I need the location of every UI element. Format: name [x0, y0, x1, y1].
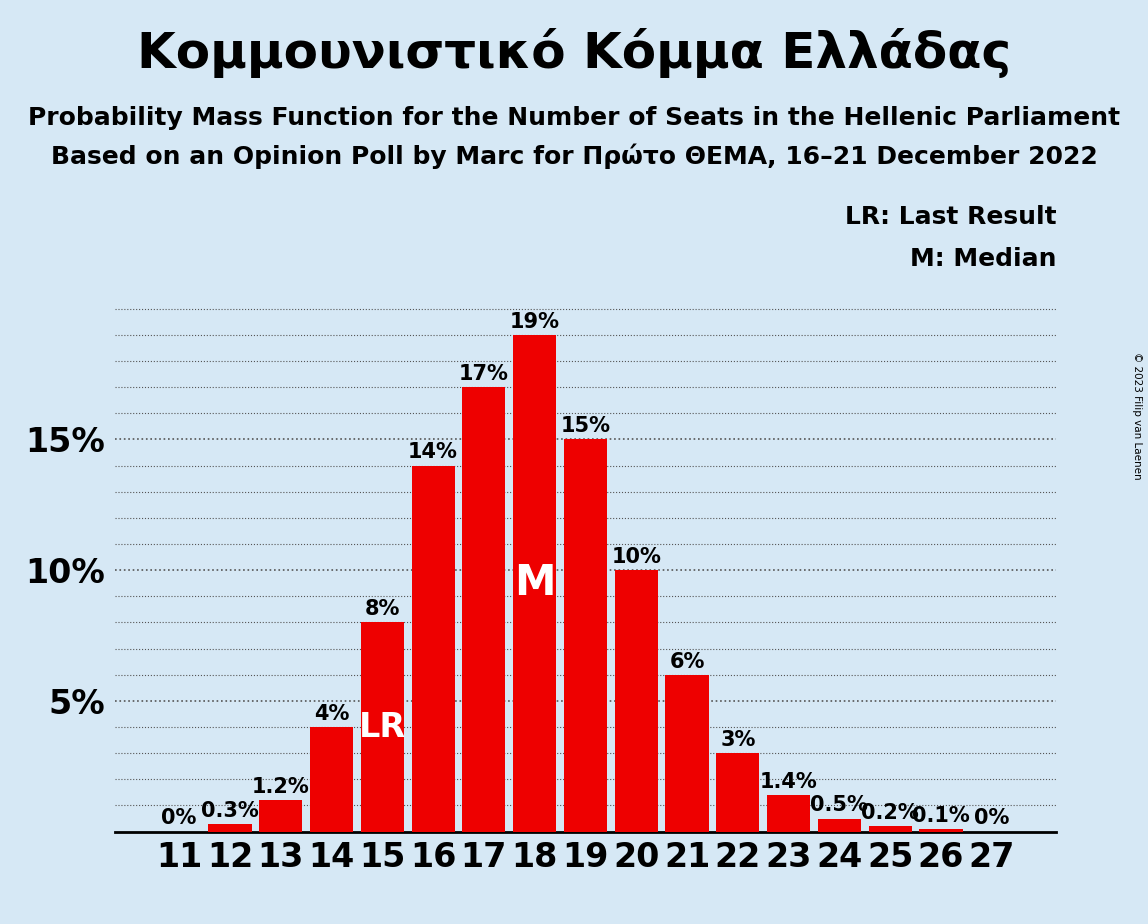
Bar	[767, 795, 810, 832]
Text: 10%: 10%	[612, 547, 661, 567]
Text: 3%: 3%	[720, 730, 755, 750]
Text: 0.5%: 0.5%	[810, 796, 868, 815]
Text: 1.2%: 1.2%	[251, 777, 310, 797]
Text: 19%: 19%	[510, 311, 560, 332]
Text: Κομμουνιστικό Κόμμα Ελλάδας: Κομμουνιστικό Κόμμα Ελλάδας	[137, 28, 1011, 78]
Text: 0%: 0%	[975, 808, 1009, 829]
Bar	[920, 829, 962, 832]
Bar	[614, 570, 658, 832]
Text: M: Median: M: Median	[909, 248, 1056, 272]
Text: LR: LR	[359, 711, 406, 744]
Bar	[310, 727, 354, 832]
Text: 0.3%: 0.3%	[201, 800, 258, 821]
Text: 6%: 6%	[669, 651, 705, 672]
Text: © 2023 Filip van Laenen: © 2023 Filip van Laenen	[1132, 352, 1142, 480]
Text: 15%: 15%	[560, 417, 611, 436]
Text: Based on an Opinion Poll by Marc for Πρώτο ΘΕΜΑ, 16–21 December 2022: Based on an Opinion Poll by Marc for Πρώ…	[51, 143, 1097, 169]
Text: Probability Mass Function for the Number of Seats in the Hellenic Parliament: Probability Mass Function for the Number…	[28, 106, 1120, 130]
Bar	[666, 675, 708, 832]
Bar	[259, 800, 302, 832]
Bar	[411, 466, 455, 832]
Text: LR: Last Result: LR: Last Result	[845, 204, 1056, 228]
Text: 14%: 14%	[409, 443, 458, 463]
Text: 1.4%: 1.4%	[760, 772, 817, 792]
Bar	[716, 753, 760, 832]
Bar	[513, 334, 557, 832]
Bar	[360, 623, 404, 832]
Text: 0.1%: 0.1%	[913, 806, 970, 826]
Bar	[817, 819, 861, 832]
Bar	[564, 440, 607, 832]
Text: 17%: 17%	[459, 364, 509, 384]
Text: M: M	[514, 562, 556, 604]
Bar	[209, 824, 251, 832]
Text: 0.2%: 0.2%	[861, 803, 920, 823]
Bar	[463, 387, 505, 832]
Bar	[869, 826, 912, 832]
Text: 0%: 0%	[162, 808, 196, 829]
Text: 8%: 8%	[365, 600, 400, 619]
Text: 4%: 4%	[313, 704, 349, 723]
